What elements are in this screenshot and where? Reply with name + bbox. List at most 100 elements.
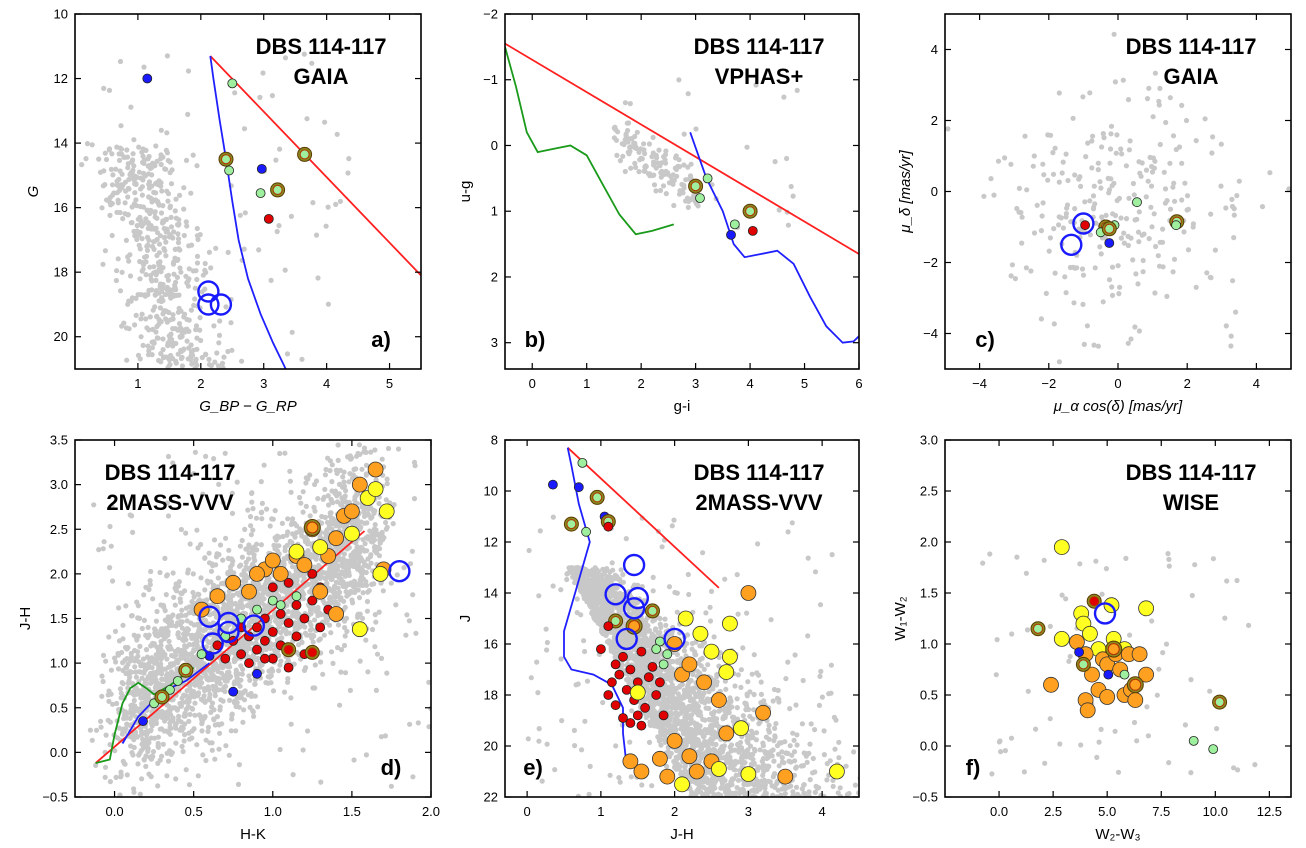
field-star <box>173 623 179 629</box>
field-star <box>347 404 352 409</box>
x-tick-label: 1.0 <box>264 804 282 819</box>
field-star <box>320 671 326 677</box>
field-star <box>241 707 247 713</box>
field-star <box>378 734 384 740</box>
field-star <box>258 509 264 516</box>
field-star <box>779 749 785 755</box>
y-tick-label: 0 <box>491 138 498 153</box>
field-star <box>91 502 97 508</box>
field-star <box>146 181 152 187</box>
field-star <box>156 241 163 247</box>
field-star <box>338 647 345 653</box>
field-star <box>93 762 99 769</box>
field-star <box>229 556 235 562</box>
x-tick-label: 5 <box>386 376 393 391</box>
field-star <box>342 494 348 500</box>
field-star <box>409 548 415 554</box>
field-star <box>1223 205 1229 211</box>
field-star <box>191 594 197 600</box>
field-star <box>1153 243 1159 250</box>
marker-red <box>220 653 231 664</box>
field-star <box>276 668 282 674</box>
field-star <box>246 544 252 550</box>
field-star <box>185 567 191 573</box>
field-star <box>339 484 346 490</box>
field-star <box>285 516 291 522</box>
field-star <box>192 296 198 302</box>
field-star <box>149 243 156 250</box>
field-star <box>270 688 277 694</box>
field-star <box>158 266 164 272</box>
y-tick-label: 4 <box>931 42 938 57</box>
field-star <box>165 619 171 625</box>
field-star <box>1080 94 1086 100</box>
field-star <box>228 605 234 611</box>
field-star <box>185 652 191 658</box>
field-star <box>284 351 291 357</box>
field-star <box>174 657 180 664</box>
field-star <box>1024 187 1030 193</box>
field-star <box>327 468 333 474</box>
field-star <box>1051 321 1057 327</box>
field-star <box>322 486 328 492</box>
field-star <box>1163 119 1169 126</box>
field-star <box>693 126 699 132</box>
field-star <box>1128 336 1134 342</box>
field-star <box>232 90 238 96</box>
field-star <box>206 249 212 255</box>
field-star <box>170 672 176 678</box>
field-star <box>259 516 265 522</box>
marker-blue <box>142 73 153 84</box>
field-star <box>1085 140 1091 146</box>
field-star <box>1202 116 1208 122</box>
field-star <box>637 157 643 163</box>
field-star <box>742 760 748 766</box>
field-star <box>239 572 245 578</box>
field-star <box>1045 132 1051 138</box>
field-star <box>186 782 193 788</box>
field-star <box>1080 272 1087 278</box>
field-star <box>261 602 268 609</box>
field-star <box>151 239 157 245</box>
field-star <box>1081 341 1087 347</box>
field-star <box>212 689 218 695</box>
field-star <box>247 677 253 683</box>
field-star <box>268 277 274 283</box>
field-star <box>1109 284 1115 290</box>
field-star <box>1170 133 1177 139</box>
marker-blue <box>256 163 267 174</box>
field-star <box>1095 160 1101 166</box>
field-star <box>172 285 178 291</box>
panel-label: c) <box>975 327 995 352</box>
field-star <box>159 626 165 632</box>
panel-label: b) <box>525 327 546 352</box>
field-star <box>1130 257 1136 263</box>
field-star <box>239 554 245 560</box>
field-star <box>278 635 284 641</box>
field-star <box>196 627 202 634</box>
marker-orange <box>367 461 384 478</box>
field-star <box>253 636 259 642</box>
field-star <box>991 192 997 198</box>
field-star <box>179 636 186 643</box>
field-star <box>157 757 163 763</box>
field-star <box>185 283 191 289</box>
field-star <box>1164 198 1170 204</box>
field-star <box>79 162 85 168</box>
field-star <box>132 664 138 670</box>
field-star <box>150 640 156 647</box>
field-star <box>207 740 213 746</box>
field-star <box>313 478 320 484</box>
field-star <box>212 756 218 762</box>
field-star <box>179 329 185 335</box>
field-star <box>149 665 155 671</box>
field-star <box>208 568 215 574</box>
x-axis-label: G_BP − G_RP <box>199 398 296 415</box>
marker-blue <box>228 686 239 697</box>
field-star <box>625 127 631 134</box>
field-star <box>279 520 285 527</box>
y-tick-label: 1.0 <box>50 656 68 671</box>
field-star <box>246 620 252 626</box>
field-star <box>1092 265 1098 271</box>
field-star <box>107 194 113 201</box>
